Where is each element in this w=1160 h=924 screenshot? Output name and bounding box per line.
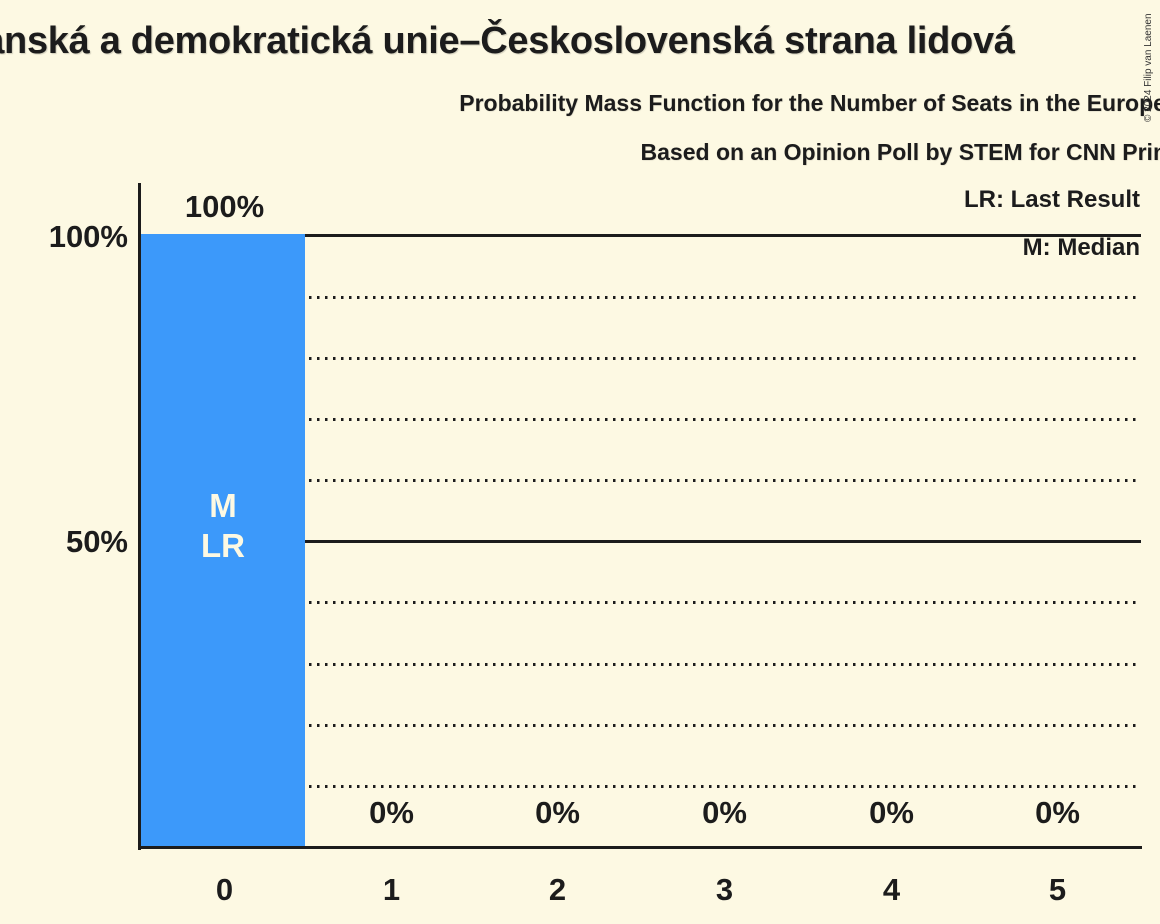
- gridline-50pct: [141, 540, 1141, 543]
- bar-slot-5: [974, 234, 1141, 846]
- copyright-note: © 2024 Filip van Laenen: [1143, 13, 1154, 122]
- legend-median: M: Median: [1022, 234, 1140, 261]
- bar-slot-2: [474, 234, 641, 846]
- gridline-60pct: [141, 479, 1141, 482]
- x-tick-label-1: 1: [382, 872, 401, 907]
- x-axis-line: [138, 846, 1142, 849]
- gridline-70pct: [141, 418, 1141, 421]
- gridline-100pct: [141, 234, 1141, 237]
- last-result-marker: LR: [201, 527, 245, 564]
- x-tick-label-3: 3: [715, 872, 734, 907]
- chart-title: Křesťanská a demokratická unie–Českoslov…: [0, 20, 1015, 62]
- y-axis-line: [138, 183, 141, 850]
- bar-annotation-median-last-result: M LR: [141, 486, 305, 566]
- gridline-80pct: [141, 357, 1141, 360]
- value-label-seat-5: 0%: [1035, 795, 1080, 830]
- y-tick-label-50: 50%: [65, 524, 128, 559]
- value-label-seat-4: 0%: [869, 795, 914, 830]
- median-marker: M: [209, 487, 237, 524]
- gridline-20pct: [141, 724, 1141, 727]
- gridline-30pct: [141, 663, 1141, 666]
- value-label-seat-1: 0%: [369, 795, 414, 830]
- bar-slot-1: [308, 234, 475, 846]
- x-tick-label-0: 0: [215, 872, 234, 907]
- gridline-40pct: [141, 601, 1141, 604]
- x-tick-label-2: 2: [548, 872, 567, 907]
- x-tick-label-4: 4: [882, 872, 901, 907]
- chart-source-line: Based on an Opinion Poll by STEM for CNN…: [640, 139, 1160, 165]
- bar-slot-0: M LR: [141, 234, 308, 846]
- gridline-90pct: [141, 296, 1141, 299]
- chart-subtitle: Probability Mass Function for the Number…: [459, 90, 1160, 116]
- gridline-10pct: [141, 785, 1141, 788]
- y-tick-label-100: 100%: [48, 219, 128, 254]
- value-label-seat-3: 0%: [702, 795, 747, 830]
- legend-last-result: LR: Last Result: [963, 186, 1140, 213]
- value-label-seat-0: 100%: [184, 189, 265, 224]
- bar-slot-3: [641, 234, 808, 846]
- bar-slot-4: [808, 234, 975, 846]
- bar-seat-0: M LR: [141, 234, 305, 846]
- x-tick-label-5: 5: [1048, 872, 1067, 907]
- value-label-seat-2: 0%: [535, 795, 580, 830]
